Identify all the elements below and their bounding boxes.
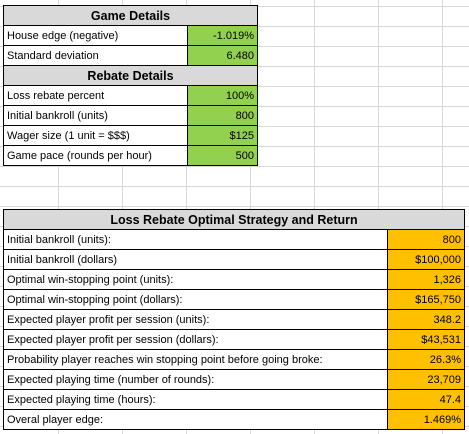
result-label[interactable]: Initial bankroll (dollars) bbox=[2, 249, 389, 270]
result-label[interactable]: Expected player profit per session (doll… bbox=[2, 329, 389, 350]
standard-deviation-value[interactable]: 6.480 bbox=[186, 45, 259, 66]
game-and-rebate-details-table: Game Details House edge (negative) -1.01… bbox=[3, 5, 259, 166]
result-value[interactable]: 23,709 bbox=[387, 369, 465, 390]
result-value[interactable]: 47.4 bbox=[387, 389, 465, 410]
result-label[interactable]: Overal player edge: bbox=[2, 409, 389, 430]
result-value[interactable]: 1,326 bbox=[387, 269, 465, 290]
result-label[interactable]: Optimal win-stopping point (dollars): bbox=[2, 289, 389, 310]
game-pace-label[interactable]: Game pace (rounds per hour) bbox=[3, 145, 188, 166]
table-row: Initial bankroll (units) 800 bbox=[3, 105, 259, 126]
initial-bankroll-units-value[interactable]: 800 bbox=[186, 105, 259, 126]
table-row: Initial bankroll (units): 800 bbox=[2, 229, 465, 250]
result-label[interactable]: Expected player profit per session (unit… bbox=[2, 309, 389, 330]
result-value[interactable]: 348.2 bbox=[387, 309, 465, 330]
result-value[interactable]: $165,750 bbox=[387, 289, 465, 310]
wager-size-label[interactable]: Wager size (1 unit = $$$) bbox=[3, 125, 188, 146]
result-label[interactable]: Expected playing time (number of rounds)… bbox=[2, 369, 389, 390]
game-details-header-row: Game Details bbox=[3, 5, 258, 26]
table-row: Initial bankroll (dollars) $100,000 bbox=[2, 249, 465, 270]
table-row: Optimal win-stopping point (dollars): $1… bbox=[2, 289, 465, 310]
result-value[interactable]: 26.3% bbox=[387, 349, 465, 370]
table-row: Expected player profit per session (unit… bbox=[2, 309, 465, 330]
result-value[interactable]: 1.469% bbox=[387, 409, 465, 430]
table-row: Game pace (rounds per hour) 500 bbox=[3, 145, 259, 166]
table-row: Loss rebate percent 100% bbox=[3, 85, 259, 106]
table-row: House edge (negative) -1.019% bbox=[3, 25, 259, 46]
rebate-details-title[interactable]: Rebate Details bbox=[3, 65, 258, 86]
result-label[interactable]: Optimal win-stopping point (units): bbox=[2, 269, 389, 290]
table-row: Wager size (1 unit = $$$) $125 bbox=[3, 125, 259, 146]
loss-rebate-percent-value[interactable]: 100% bbox=[186, 85, 259, 106]
standard-deviation-label[interactable]: Standard deviation bbox=[3, 45, 188, 66]
strategy-title[interactable]: Loss Rebate Optimal Strategy and Return bbox=[3, 209, 465, 230]
result-value[interactable]: $43,531 bbox=[387, 329, 465, 350]
result-value[interactable]: $100,000 bbox=[387, 249, 465, 270]
table-row: Expected playing time (number of rounds)… bbox=[2, 369, 465, 390]
table-row: Expected player profit per session (doll… bbox=[2, 329, 465, 350]
table-row: Overal player edge: 1.469% bbox=[2, 409, 465, 430]
house-edge-label[interactable]: House edge (negative) bbox=[3, 25, 188, 46]
game-details-title[interactable]: Game Details bbox=[3, 5, 258, 26]
rebate-details-header-row: Rebate Details bbox=[3, 65, 258, 86]
house-edge-value[interactable]: -1.019% bbox=[186, 25, 259, 46]
strategy-header-row: Loss Rebate Optimal Strategy and Return bbox=[3, 209, 465, 230]
result-value[interactable]: 800 bbox=[387, 229, 465, 250]
table-row: Expected playing time (hours): 47.4 bbox=[2, 389, 465, 410]
strategy-results-table: Loss Rebate Optimal Strategy and Return … bbox=[2, 209, 465, 430]
table-row: Probability player reaches win stopping … bbox=[2, 349, 465, 370]
wager-size-value[interactable]: $125 bbox=[186, 125, 259, 146]
result-label[interactable]: Probability player reaches win stopping … bbox=[2, 349, 389, 370]
initial-bankroll-units-label[interactable]: Initial bankroll (units) bbox=[3, 105, 188, 126]
loss-rebate-percent-label[interactable]: Loss rebate percent bbox=[3, 85, 188, 106]
result-label[interactable]: Expected playing time (hours): bbox=[2, 389, 389, 410]
table-row: Standard deviation 6.480 bbox=[3, 45, 259, 66]
result-label[interactable]: Initial bankroll (units): bbox=[2, 229, 389, 250]
table-row: Optimal win-stopping point (units): 1,32… bbox=[2, 269, 465, 290]
game-pace-value[interactable]: 500 bbox=[186, 145, 259, 166]
